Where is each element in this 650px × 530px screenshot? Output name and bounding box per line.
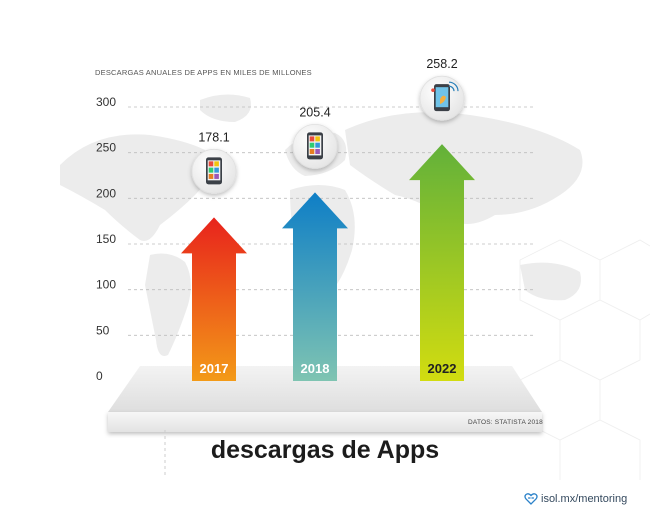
arrow-2017: 2017 178.1: [181, 130, 247, 381]
y-axis: 0 50 100 150 200 250 300: [96, 95, 116, 383]
source-note: DATOS: STATISTA 2018: [468, 419, 543, 426]
heart-network-icon: [524, 493, 538, 505]
phone-apps-icon: [191, 148, 237, 194]
y-tick-label: 0: [96, 369, 103, 383]
arrow-bar: [282, 192, 348, 381]
y-tick-label: 200: [96, 186, 116, 200]
y-tick-label: 150: [96, 232, 116, 246]
arrow-bar: [409, 144, 475, 381]
network-decoration: [519, 239, 650, 480]
category-label: 2022: [428, 361, 457, 376]
arrow-bar: [181, 217, 247, 381]
y-tick-label: 300: [96, 95, 116, 109]
y-axis-title: DESCARGAS ANUALES DE APPS EN MILES DE MI…: [95, 68, 312, 77]
category-label: 2018: [301, 361, 330, 376]
arrow-2022: 2022 258.2: [409, 57, 475, 381]
chart-title: descargas de Apps: [210, 436, 440, 464]
phone-apps-icon: [292, 124, 338, 169]
brand[interactable]: isol.mx/mentoring: [524, 492, 627, 506]
value-label: 258.2: [426, 57, 457, 71]
arrow-2018: 2018 205.4: [282, 105, 348, 381]
brand-text: isol.mx/mentoring: [541, 493, 628, 505]
y-tick-label: 250: [96, 141, 116, 155]
category-label: 2017: [200, 361, 229, 376]
y-tick-label: 100: [96, 278, 116, 292]
value-label: 178.1: [198, 130, 229, 144]
y-tick-label: 50: [96, 323, 110, 337]
phone-notification-icon: [419, 75, 465, 121]
value-label: 205.4: [299, 105, 330, 119]
arrows: 2017 178.1 2018 205.4 2022 258.2: [181, 57, 475, 381]
